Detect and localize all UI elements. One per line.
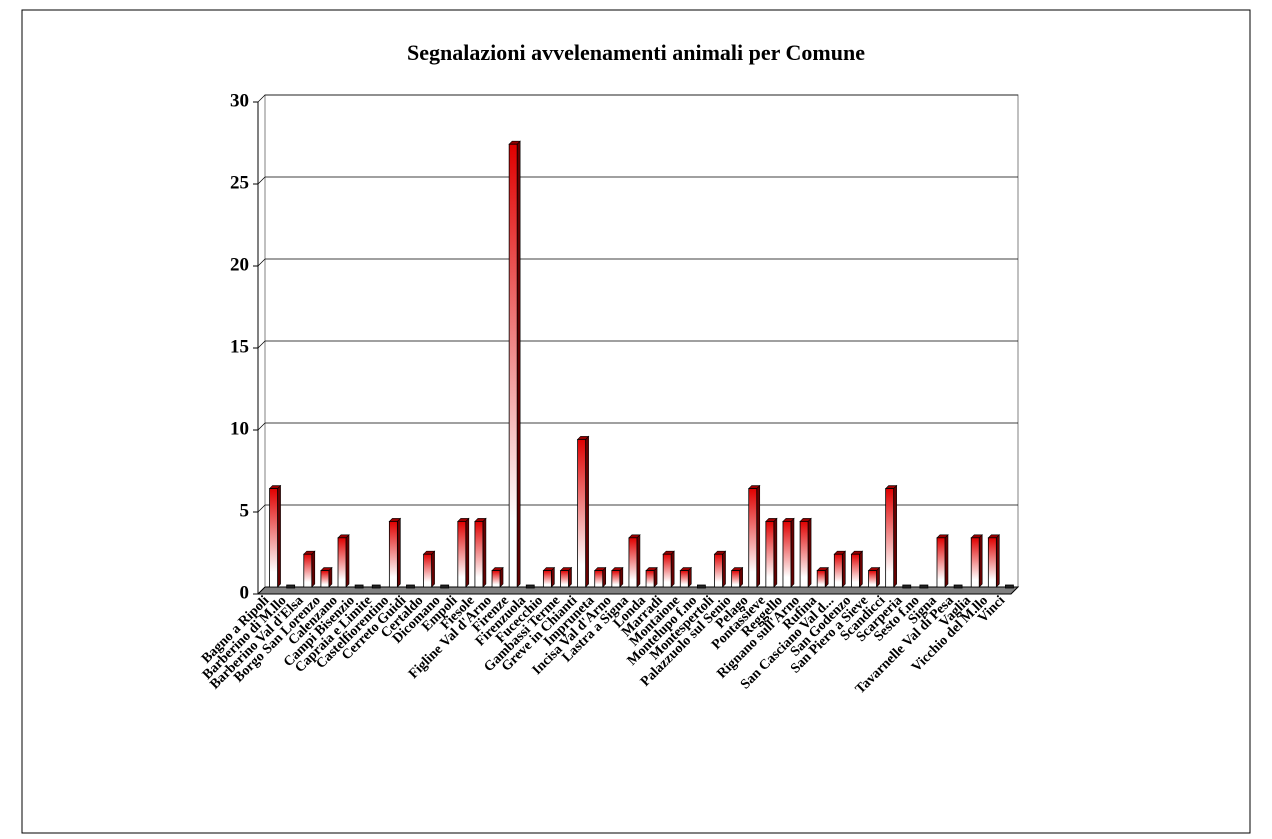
grid-line-side [257,422,266,431]
bar [286,584,296,589]
bar [491,570,501,588]
bar [645,570,655,588]
bar [851,553,860,588]
bar [508,143,518,588]
bar-side [431,550,435,588]
bar [560,570,569,588]
grid-line-side [257,586,266,595]
bar [1005,584,1014,589]
bar [303,553,313,588]
grid-line-side [257,94,266,103]
grid-line-side [257,504,266,513]
bar-side [790,517,795,588]
chart-title: Segnalazioni avvelenamenti animali per C… [407,40,865,65]
bar [525,584,535,589]
bar-side [859,550,863,588]
bar [936,537,946,588]
bar [457,521,467,588]
bar [371,584,381,589]
bar-side [670,550,675,588]
bar [833,553,843,588]
bar [868,570,877,588]
bar [970,537,980,588]
bar [696,584,706,589]
y-tick-label: 20 [230,254,249,275]
bar [337,537,347,588]
bar [782,521,792,588]
bar-side [978,534,983,588]
bar [577,438,587,588]
bar-side [345,534,350,588]
bar [269,488,278,588]
bar-side [397,517,401,588]
bar-side [311,550,316,588]
bar [440,584,450,589]
bar [594,570,604,588]
bar [799,521,809,588]
y-tick-label: 15 [230,336,249,357]
bar-side [773,517,778,588]
y-tick-label: 10 [230,418,249,439]
bar-side [277,484,281,588]
y-tick-label: 25 [230,172,249,193]
bar [765,521,775,588]
bar-side [465,517,470,588]
bar [679,570,689,588]
bar-side [756,484,761,588]
bar [611,570,621,588]
bar [388,521,398,588]
y-tick-label: 0 [240,582,250,603]
bar-side [996,534,1000,588]
grid-line-side [257,258,266,267]
bar [731,570,741,588]
bar [474,521,484,588]
bar [542,570,552,588]
bar [423,553,432,588]
bar-side [482,517,487,588]
bar [919,584,929,589]
bar-side [585,435,589,588]
bar [902,584,912,589]
bar-side [636,534,641,588]
bar-side [807,517,812,588]
bar [816,570,826,588]
bar-side [722,550,726,588]
bar [354,584,364,589]
bar-side [893,484,897,588]
bar [748,488,758,588]
bar-side [516,140,521,588]
bar [987,537,997,588]
bar [406,584,415,589]
bar [662,553,672,588]
y-tick-label: 5 [240,500,250,521]
y-tick-label: 30 [230,90,249,111]
bar [714,553,723,588]
grid-line-side [257,340,266,349]
bar-side [944,534,949,588]
bar [953,584,963,589]
bar [320,570,330,588]
bar-side [842,550,846,588]
bar [628,537,638,588]
bar [885,488,895,588]
grid-line-side [257,176,266,185]
